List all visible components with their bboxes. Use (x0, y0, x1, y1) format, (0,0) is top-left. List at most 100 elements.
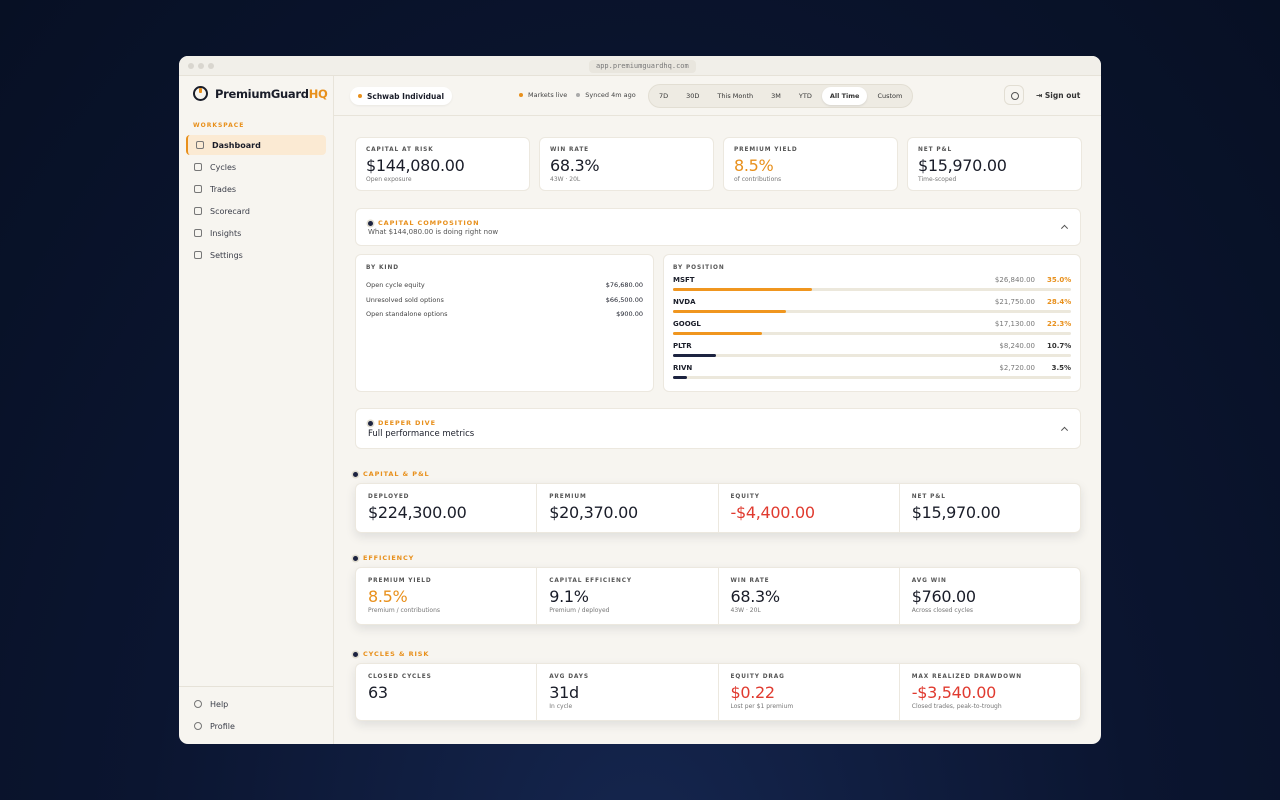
metric-value: $0.22 (730, 683, 776, 702)
kind-label: Unresolved sold options (366, 295, 444, 304)
ticker: RIVN (673, 364, 693, 372)
ticker: GOOGL (673, 320, 701, 328)
nav-icon (194, 229, 202, 237)
kind-row: Open cycle equity $76,680.00 (366, 281, 643, 296)
nav-label: Dashboard (212, 140, 261, 150)
metric-label: DEPLOYED (368, 494, 410, 500)
position-pct: 28.4% (1047, 298, 1072, 306)
kpi-sub: Open exposure (366, 176, 412, 183)
section-label: WORKSPACE (193, 122, 245, 129)
kpi-sub: 43W · 20L (550, 176, 581, 183)
metric-card: PREMIUM YIELD 8.5% Premium / contributions (356, 568, 536, 624)
nav-icon (194, 722, 202, 730)
ticker: MSFT (673, 276, 695, 284)
metric-card: EQUITY -$4,400.00 (717, 484, 899, 532)
range-option[interactable]: YTD (798, 92, 812, 100)
position-pct: 10.7% (1047, 342, 1072, 350)
metric-value: 63 (368, 683, 388, 702)
metric-value: 68.3% (730, 587, 781, 606)
range-option[interactable]: 7D (659, 92, 669, 100)
composition-header[interactable]: CAPITAL COMPOSITION What $144,080.00 is … (355, 208, 1081, 246)
sign-out-text: Sign out (1044, 91, 1081, 100)
position-amount: $17,130.00 (994, 320, 1035, 328)
nav-icon (194, 163, 202, 171)
ticker: PLTR (673, 342, 692, 350)
metric-value: $224,300.00 (368, 503, 467, 522)
metric-sub: Across closed cycles (911, 607, 974, 614)
metric-card: AVG WIN $760.00 Across closed cycles (898, 568, 1080, 624)
range-option[interactable]: 3M (771, 92, 781, 100)
metric-label: PREMIUM YIELD (368, 578, 432, 584)
kpi-value: 68.3% (550, 156, 600, 175)
range-option[interactable]: All Time (821, 87, 868, 105)
position-row: PLTR $8,240.00 10.7% (673, 342, 1071, 364)
metric-group: PREMIUM YIELD 8.5% Premium / contributions… (355, 567, 1081, 625)
position-pct: 22.3% (1047, 320, 1072, 328)
bar-track (673, 376, 1071, 379)
title-bar: app.premiumguardhq.com (179, 56, 1101, 76)
range-option[interactable]: This Month (717, 92, 754, 100)
account-name: Schwab Individual (367, 91, 445, 101)
kpi-value: 8.5% (734, 156, 774, 175)
window-dot (198, 63, 204, 69)
url[interactable]: app.premiumguardhq.com (589, 60, 696, 73)
section-subtitle: What $144,080.00 is doing right now (368, 228, 499, 236)
window-dot (208, 63, 214, 69)
position-bar (673, 332, 762, 335)
range-option[interactable]: Custom (877, 92, 903, 100)
metric-label: NET P&L (911, 494, 946, 500)
section-dot (353, 555, 358, 561)
kind-amount: $900.00 (616, 310, 643, 318)
position-bar (673, 288, 813, 291)
nav-item[interactable]: Profile (186, 716, 326, 736)
market-status: Markets live Synced 4m ago (519, 91, 636, 99)
card-title: BY POSITION (673, 265, 725, 271)
sidebar-footer-divider (179, 686, 333, 687)
metric-value: $760.00 (911, 587, 976, 606)
range-option[interactable]: 30D (686, 92, 700, 100)
nav-item[interactable]: Settings (186, 245, 326, 265)
ticker: NVDA (673, 298, 696, 306)
position-line: MSFT $26,840.00 35.0% (673, 276, 1071, 284)
position-pct: 35.0% (1047, 276, 1072, 284)
kind-amount: $76,680.00 (605, 281, 643, 289)
nav-icon (194, 251, 202, 259)
section-subtitle: Full performance metrics (368, 429, 475, 439)
metric-card: DEPLOYED $224,300.00 (356, 484, 536, 532)
section-title: CYCLES & RISK (353, 650, 429, 658)
metric-value: $15,970.00 (911, 503, 1001, 522)
theme-toggle[interactable] (1004, 85, 1024, 105)
bar-track (673, 332, 1071, 335)
nav-item[interactable]: Scorecard (186, 201, 326, 221)
nav-item[interactable]: Insights (186, 223, 326, 243)
position-row: MSFT $26,840.00 35.0% (673, 276, 1071, 298)
metric-label: WIN RATE (730, 578, 770, 584)
position-line: RIVN $2,720.00 3.5% (673, 364, 1071, 372)
metric-sub: 43W · 20L (730, 607, 761, 614)
account-selector[interactable]: Schwab Individual (350, 87, 453, 105)
brand[interactable]: PremiumGuardHQ (193, 86, 328, 101)
nav-item[interactable]: Dashboard (186, 135, 326, 155)
nav-item[interactable]: Help (186, 694, 326, 714)
position-bar (673, 376, 687, 379)
metric-label: CLOSED CYCLES (368, 674, 432, 680)
kpi-sub: of contributions (734, 176, 782, 183)
kpi-card: PREMIUM YIELD 8.5% of contributions (723, 137, 898, 191)
nav-label: Cycles (210, 162, 237, 172)
nav-item[interactable]: Trades (186, 179, 326, 199)
bar-track (673, 354, 1071, 357)
nav-label: Insights (210, 228, 242, 238)
metric-sub: Premium / contributions (368, 607, 441, 614)
nav-item[interactable]: Cycles (186, 157, 326, 177)
sign-out[interactable]: ⇥ Sign out (1036, 91, 1081, 100)
section-title: CAPITAL COMPOSITION (378, 219, 480, 227)
kpi-card: CAPITAL AT RISK $144,080.00 Open exposure (355, 137, 530, 191)
nav-label: Settings (210, 250, 243, 260)
position-amount: $8,240.00 (999, 342, 1035, 350)
window-dot (188, 63, 194, 69)
position-amount: $26,840.00 (994, 276, 1035, 284)
kind-row: Unresolved sold options $66,500.00 (366, 296, 643, 311)
metric-card: NET P&L $15,970.00 (898, 484, 1080, 532)
deeper-dive-header[interactable]: DEEPER DIVE Full performance metrics (355, 408, 1081, 449)
position-amount: $21,750.00 (994, 298, 1035, 306)
